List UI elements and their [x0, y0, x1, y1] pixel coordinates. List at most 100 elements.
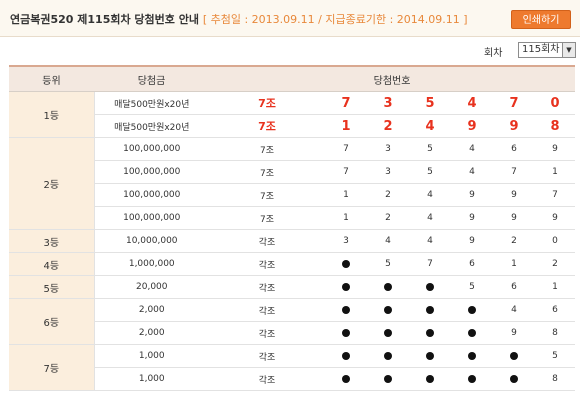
rank-cell: 1등: [9, 91, 95, 138]
winning-digit: 5: [367, 252, 409, 276]
winning-digit: 5: [535, 344, 576, 368]
winning-digit: 2: [367, 206, 409, 230]
hidden-digit-dot-icon: [426, 282, 434, 291]
number-hidden: [367, 367, 409, 391]
table-row: 100,000,000 7조 1 2 4 9 9 7: [9, 183, 576, 207]
winning-digit: 7: [325, 137, 367, 161]
winning-digit: 0: [535, 91, 576, 115]
winning-digit: 4: [409, 114, 451, 138]
number-hidden: [451, 344, 493, 368]
header-numbers: 당첨번호: [209, 65, 576, 92]
winning-digit: 4: [409, 229, 451, 253]
winning-digit: 6: [451, 252, 493, 276]
winning-digit: 1: [325, 183, 367, 207]
print-button[interactable]: 인쇄하기: [511, 10, 571, 29]
table-row: 6등 2,000 각조 4 6: [9, 298, 576, 345]
winning-digit: 5: [409, 91, 451, 115]
winning-digit: 9: [493, 206, 535, 230]
hidden-digit-dot-icon: [468, 328, 476, 337]
winning-digit: 4: [367, 229, 409, 253]
winning-digit: 4: [451, 137, 493, 161]
hidden-digit-dot-icon: [510, 351, 518, 360]
number-hidden: [367, 321, 409, 345]
prize-amount: 매달500만원x20년: [94, 114, 209, 138]
hidden-digit-dot-icon: [342, 259, 350, 268]
chevron-down-icon[interactable]: ▼: [562, 43, 575, 57]
number-hidden: [325, 367, 367, 391]
number-hidden: [409, 321, 451, 345]
winning-digit: 1: [493, 252, 535, 276]
winning-digit: 7: [535, 183, 576, 207]
number-hidden: [451, 321, 493, 345]
title-main: 연금복권520 제115회차 당첨번호 안내: [10, 13, 199, 26]
prize-group: 각조: [209, 275, 325, 299]
winning-digit: 6: [535, 298, 576, 322]
hidden-digit-dot-icon: [342, 374, 350, 383]
number-hidden: [493, 367, 535, 391]
hidden-digit-dot-icon: [468, 305, 476, 314]
number-hidden: [451, 298, 493, 322]
prize-amount: 100,000,000: [94, 160, 209, 184]
hidden-digit-dot-icon: [468, 351, 476, 360]
winning-digit: 4: [451, 160, 493, 184]
prize-group: 각조: [209, 298, 325, 322]
hidden-digit-dot-icon: [426, 328, 434, 337]
winning-digit: 9: [493, 183, 535, 207]
winning-digit: 5: [451, 275, 493, 299]
prize-amount: 1,000,000: [94, 252, 209, 276]
winning-digit: 7: [493, 91, 535, 115]
prize-amount: 2,000: [94, 321, 209, 345]
winning-digit: 6: [493, 275, 535, 299]
prize-amount: 100,000,000: [94, 137, 209, 161]
table-row: 2등 100,000,000 7조 7 3 5 4 6 9: [9, 137, 576, 230]
winning-digit: 2: [367, 183, 409, 207]
rank-cell: 2등: [9, 137, 95, 230]
winning-digit: 9: [451, 206, 493, 230]
hidden-digit-dot-icon: [384, 374, 392, 383]
winning-digit: 1: [535, 275, 576, 299]
table-row: 매달500만원x20년 7조 1 2 4 9 9 8: [9, 114, 576, 138]
rank-cell: 5등: [9, 275, 95, 299]
number-hidden: [451, 367, 493, 391]
table-row: 7등 1,000 각조 5: [9, 344, 576, 391]
hidden-digit-dot-icon: [510, 374, 518, 383]
winning-digit: 5: [409, 137, 451, 161]
table-row: 4등 1,000,000 각조 5 7 6 1 2: [9, 252, 576, 276]
prize-group: 7조: [209, 137, 325, 161]
winning-digit: 7: [325, 91, 367, 115]
winning-digit: 1: [325, 114, 367, 138]
number-hidden: [325, 344, 367, 368]
round-select-value: 115회차: [522, 44, 560, 55]
prize-group: 각조: [209, 229, 325, 253]
winning-digit: 9: [451, 229, 493, 253]
winning-digit: 9: [451, 183, 493, 207]
number-hidden: [493, 344, 535, 368]
number-hidden: [367, 275, 409, 299]
hidden-digit-dot-icon: [342, 305, 350, 314]
winning-digit: 2: [493, 229, 535, 253]
hidden-digit-dot-icon: [342, 282, 350, 291]
winning-digit: 1: [325, 206, 367, 230]
draw-date-info: [ 추첨일 : 2013.09.11 / 지급종료기한 : 2014.09.11…: [202, 13, 468, 26]
page-header: 연금복권520 제115회차 당첨번호 안내 [ 추첨일 : 2013.09.1…: [0, 0, 580, 37]
winning-digit: 6: [493, 137, 535, 161]
winning-digit: 9: [493, 114, 535, 138]
prize-group: 7조: [209, 160, 325, 184]
winning-digit: 9: [451, 114, 493, 138]
number-hidden: [409, 298, 451, 322]
prize-amount: 100,000,000: [94, 206, 209, 230]
hidden-digit-dot-icon: [342, 351, 350, 360]
number-hidden: [367, 298, 409, 322]
winning-digit: 3: [367, 137, 409, 161]
winning-digit: 4: [451, 91, 493, 115]
winning-digit: 1: [535, 160, 576, 184]
winning-digit: 4: [409, 206, 451, 230]
table-header-row: 등위 당첨금 당첨번호: [9, 65, 576, 92]
prize-amount: 2,000: [94, 298, 209, 322]
hidden-digit-dot-icon: [384, 282, 392, 291]
winning-digit: 9: [535, 206, 576, 230]
header-rank: 등위: [9, 65, 94, 92]
hidden-digit-dot-icon: [384, 305, 392, 314]
table-row: 1,000 각조 8: [9, 367, 576, 391]
round-select[interactable]: 115회차 ▼: [518, 42, 576, 58]
